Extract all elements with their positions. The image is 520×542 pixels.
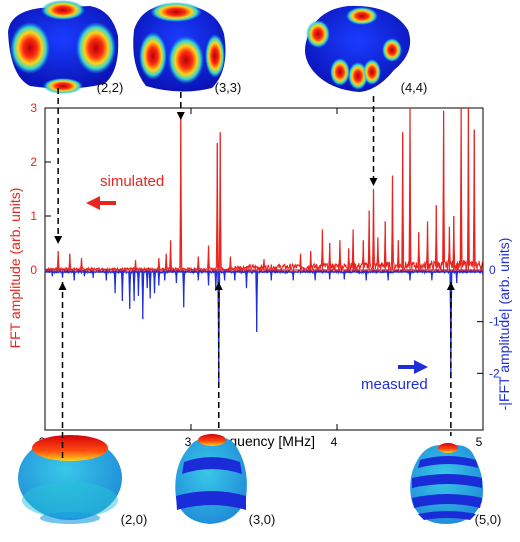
mode-label: (3,3) <box>215 80 242 95</box>
measured-label: measured <box>361 376 428 393</box>
mode-label: (3,0) <box>249 512 276 527</box>
y-axis-label-right: -|FFT amplitude| (arb. units) <box>496 238 512 411</box>
y-tick-label-right: -1 <box>489 315 500 329</box>
x-tick-label: 4 <box>331 435 338 449</box>
mode-arrowhead <box>369 178 378 186</box>
y-axis-label-left: FFT amplitude (arb. units) <box>7 188 23 349</box>
y-tick-label-left: 2 <box>30 155 37 169</box>
mode-label: (4,4) <box>401 80 428 95</box>
mode-shape-2-2-icon <box>8 0 119 94</box>
mode-arrowhead <box>54 236 63 244</box>
y-tick-label-left: 1 <box>30 209 37 223</box>
x-axis-label: frequency [MHz] <box>213 433 315 449</box>
mode-label: (2,2) <box>97 80 124 95</box>
x-tick-label: 3 <box>185 435 192 449</box>
mode-arrowhead <box>214 282 223 290</box>
y-tick-label-right: 0 <box>489 263 496 277</box>
simulated-label: simulated <box>100 173 164 190</box>
y-tick-label-left: 3 <box>30 101 37 115</box>
mode-shape-4-4-icon <box>305 5 411 93</box>
simulated-arrow-icon <box>86 196 116 210</box>
mode-arrowhead <box>58 282 67 290</box>
mode-arrowhead <box>176 112 185 120</box>
axis-ticks: 234501230-1-2 <box>30 101 500 449</box>
mode-shape-2-0-icon <box>18 435 122 524</box>
mode-shape-5-0-icon <box>410 443 483 524</box>
y-tick-label-left: 0 <box>30 263 37 277</box>
mode-label: (5,0) <box>475 512 502 527</box>
y-tick-label-right: -2 <box>489 366 500 380</box>
series-layer <box>44 107 484 388</box>
mode-shape-3-3-icon <box>133 2 226 92</box>
measured-arrow-icon <box>398 360 428 374</box>
mode-shape-3-0-icon <box>175 434 247 524</box>
mode-arrowhead <box>446 282 455 290</box>
mode-label: (2,0) <box>121 512 148 527</box>
plot-frame <box>44 107 484 431</box>
mode-annotations: (2,2) (3,3) (4,4) (2,0) (3,0) (5,0) <box>54 80 501 527</box>
x-tick-label: 5 <box>476 435 483 449</box>
